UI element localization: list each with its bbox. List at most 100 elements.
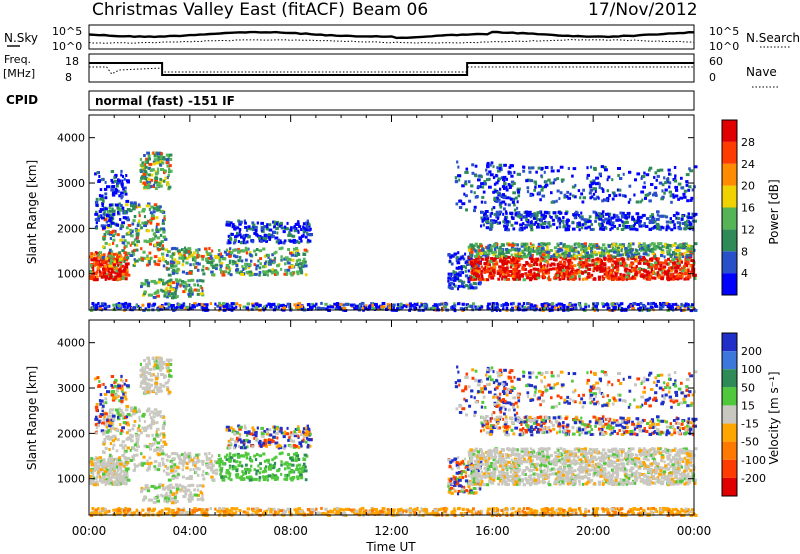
power-cell — [658, 267, 662, 271]
power-cell — [159, 210, 162, 213]
power-cell — [420, 303, 423, 307]
power-cell — [101, 260, 106, 264]
colorbar-bin — [722, 273, 737, 295]
power-cell — [205, 303, 209, 307]
power-cell — [605, 226, 608, 230]
power-cell — [157, 170, 160, 174]
power-cell — [535, 170, 538, 174]
power-cell — [303, 248, 308, 252]
power-cell — [627, 257, 630, 261]
power-cell — [541, 245, 544, 249]
power-cell — [129, 232, 132, 236]
power-cell — [637, 212, 640, 216]
y-tick-label: 3000 — [57, 177, 85, 190]
power-cell — [123, 246, 126, 250]
power-cell — [516, 214, 521, 218]
power-cell — [536, 225, 540, 229]
power-cell — [629, 227, 634, 231]
power-cell — [623, 226, 627, 230]
power-cell — [601, 249, 606, 253]
power-cell — [562, 307, 565, 311]
velocity-cell — [109, 466, 112, 470]
power-cell — [665, 225, 670, 229]
power-cell — [646, 263, 650, 266]
power-cell — [126, 218, 130, 222]
power-cell — [505, 177, 508, 181]
power-cell — [499, 249, 503, 253]
power-cell — [601, 210, 605, 214]
power-cell — [94, 262, 98, 266]
power-cell — [627, 277, 632, 281]
power-cell — [513, 243, 517, 247]
power-cell — [290, 226, 294, 230]
power-cell — [674, 185, 678, 189]
power-cell — [610, 302, 615, 306]
power-cell — [415, 303, 419, 307]
power-cell — [525, 213, 530, 217]
power-cell — [310, 307, 313, 311]
power-cell — [546, 268, 550, 272]
power-cell — [102, 273, 105, 277]
power-cell — [442, 302, 446, 306]
power-cell — [468, 199, 472, 203]
power-cell — [522, 302, 526, 305]
power-cell — [482, 250, 485, 254]
power-cell — [287, 248, 290, 251]
power-cell — [150, 217, 155, 221]
velocity-cell — [136, 448, 139, 452]
power-cell — [295, 227, 298, 231]
power-cell — [504, 216, 507, 220]
power-cell — [673, 262, 676, 266]
velocity-cell — [102, 472, 106, 476]
power-cell — [517, 190, 521, 194]
power-cell — [396, 303, 401, 307]
chart-title: Christmas Valley East (fitACF) — [92, 0, 345, 20]
power-cell — [566, 190, 570, 194]
power-cell — [636, 303, 641, 306]
power-cell — [108, 219, 112, 223]
power-cell — [263, 262, 267, 265]
power-cell — [196, 279, 199, 283]
power-cell — [304, 260, 307, 264]
power-cell — [455, 202, 459, 206]
power-cell — [126, 251, 131, 255]
velocity-cell — [151, 433, 154, 437]
power-cell — [99, 271, 104, 275]
power-cell — [509, 212, 514, 215]
power-cell — [679, 196, 684, 200]
power-cell — [188, 291, 192, 294]
power-cell — [267, 269, 272, 273]
power-cell — [524, 223, 528, 227]
power-cell — [504, 301, 508, 305]
velocity-cell — [109, 454, 112, 457]
power-cell — [293, 225, 296, 229]
power-cell — [560, 178, 565, 182]
power-cell — [666, 243, 670, 247]
power-cell — [661, 303, 666, 307]
power-cell — [424, 304, 429, 308]
power-cell — [517, 269, 521, 273]
power-cell — [587, 258, 591, 262]
power-cell — [242, 236, 246, 240]
power-cell — [227, 266, 231, 270]
velocity-cell — [106, 415, 109, 418]
power-cell — [267, 235, 271, 239]
power-cell — [643, 257, 647, 261]
power-cell — [517, 247, 520, 251]
power-cell — [682, 244, 686, 248]
power-cell — [111, 234, 116, 238]
power-cell — [661, 305, 665, 309]
power-cell — [249, 251, 252, 254]
power-cell — [120, 173, 123, 177]
power-cell — [607, 219, 611, 223]
power-cell — [469, 278, 472, 281]
power-cell — [100, 224, 105, 228]
power-cell — [227, 234, 231, 238]
power-cell — [579, 304, 582, 308]
power-cell — [295, 246, 299, 250]
power-cell — [590, 165, 593, 169]
power-cell — [225, 304, 229, 308]
colorbar-tick-label: 20 — [741, 180, 755, 193]
power-cell — [265, 237, 268, 241]
power-cell — [571, 194, 575, 198]
